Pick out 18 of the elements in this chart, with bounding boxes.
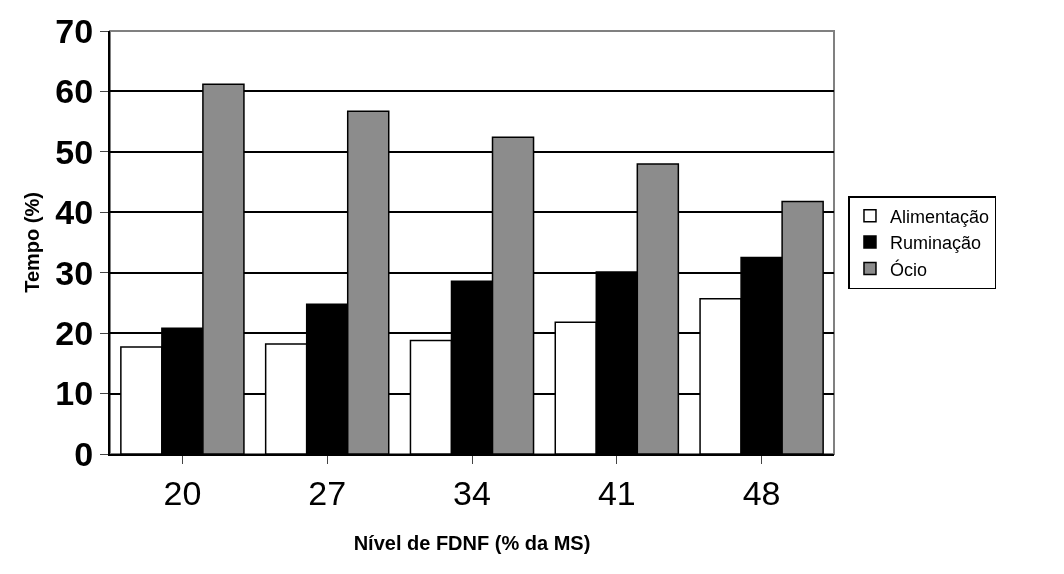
legend-label: Ócio (889, 258, 927, 280)
x-tick-label: 20 (163, 473, 202, 512)
x-axis-title: Nível de FDNF (% da MS) (353, 531, 591, 554)
y-tick-label: 30 (55, 253, 94, 292)
x-tick-label: 34 (453, 473, 491, 512)
x-tick-label: 48 (742, 473, 781, 512)
x-tick-label: 41 (597, 473, 636, 512)
y-tick-label: 50 (55, 132, 94, 171)
y-tick-label: 10 (55, 374, 94, 413)
legend-label: Ruminação (889, 233, 982, 254)
y-tick-label: 20 (55, 314, 94, 353)
legend-label: Alimentação (889, 206, 990, 227)
x-tick-label: 27 (308, 473, 347, 512)
y-axis-title: Tempo (%) (21, 192, 44, 293)
y-tick-label: 0 (74, 434, 94, 473)
y-tick-label: 70 (55, 11, 94, 50)
y-tick-label: 40 (55, 193, 94, 232)
y-tick-label: 60 (55, 72, 94, 111)
